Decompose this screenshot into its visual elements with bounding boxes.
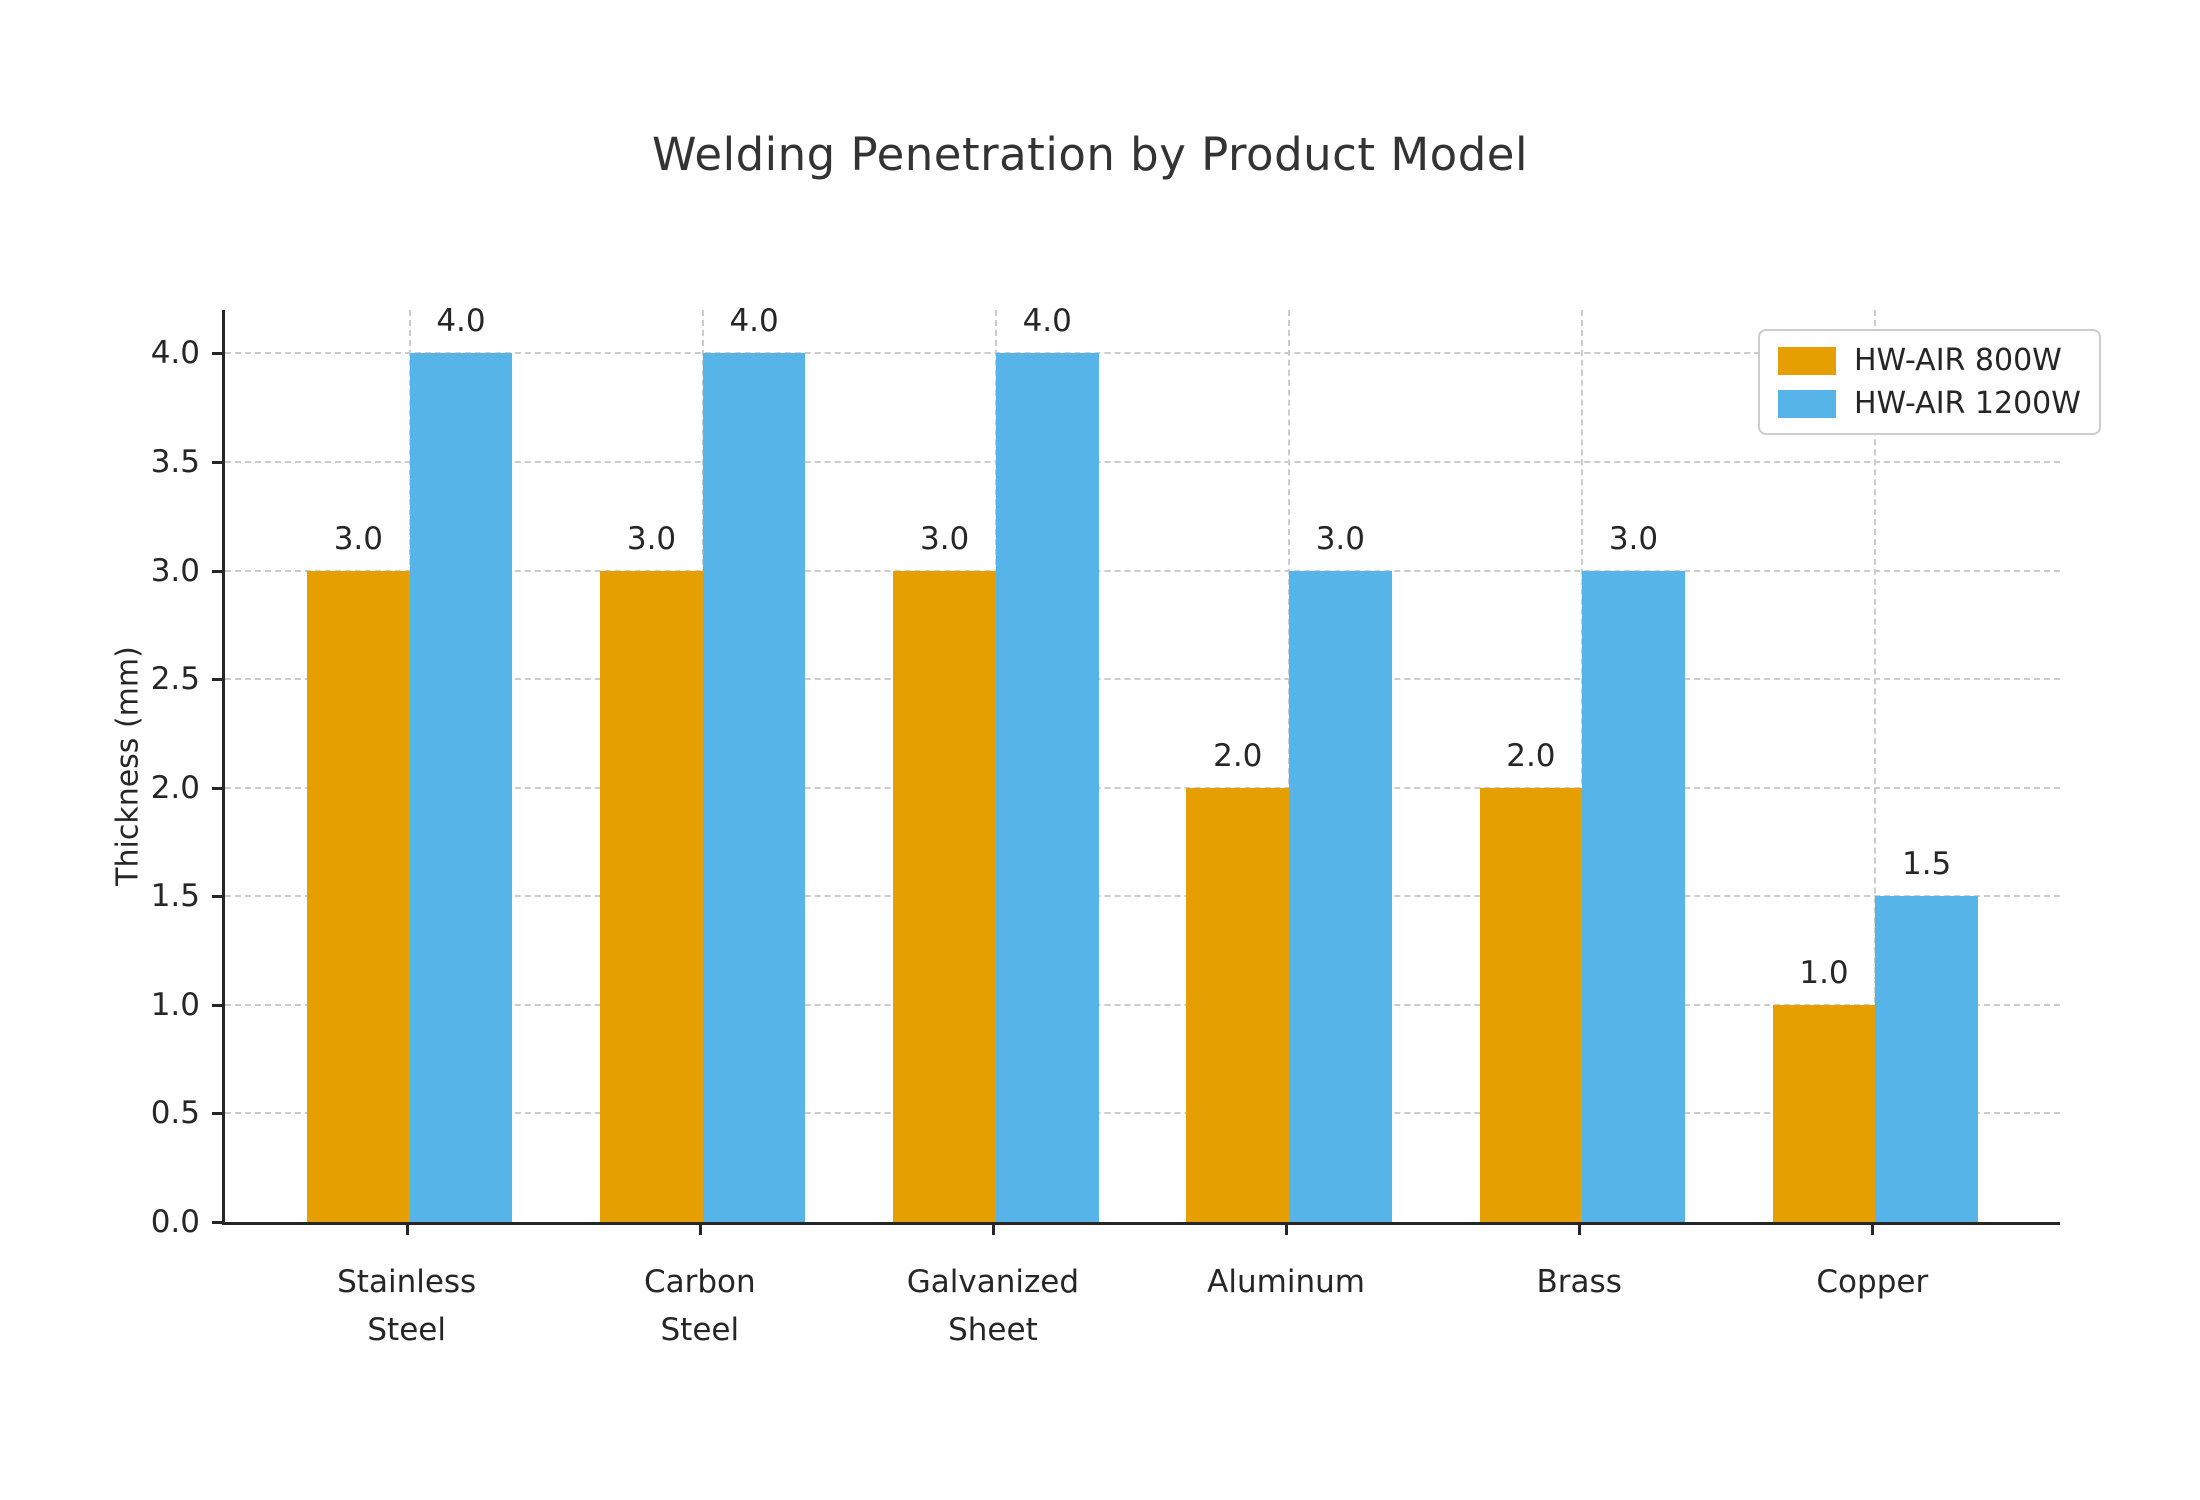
bar-value-label: 3.0 (626, 520, 677, 557)
gridline (225, 352, 2060, 355)
y-tick-label: 0.5 (150, 1095, 200, 1132)
y-tick-label: 1.0 (150, 986, 200, 1023)
legend-label: HW-AIR 1200W (1854, 386, 2081, 421)
y-tick-label: 4.0 (150, 335, 200, 372)
y-tick (212, 895, 222, 899)
y-tick-label: 3.5 (150, 444, 200, 480)
bar (1772, 1004, 1876, 1222)
plot-area: 3.0 3.0 3.0 2.0 2.0 1.0 4.0 4.0 4.0 3.0 3.0 1.5 (222, 303, 2060, 1225)
bar (1289, 570, 1392, 1222)
bar-value-label: 1.5 (1901, 846, 1952, 883)
gridline (225, 1112, 2060, 1115)
x-tick (698, 1225, 702, 1235)
bar-value-label: 3.0 (1315, 520, 1366, 557)
legend: HW-AIR 800W HW-AIR 1200W (1758, 329, 2101, 435)
gridline (225, 461, 2060, 463)
bar-value-label: 4.0 (1022, 303, 1072, 340)
x-tick (1285, 1225, 1289, 1235)
y-tick (212, 1003, 222, 1007)
y-tick (212, 786, 222, 790)
y-tick-label: 0.0 (150, 1204, 200, 1240)
bar (702, 353, 806, 1222)
y-tick (212, 461, 222, 464)
x-tick-label: Stainless Steel (337, 1264, 477, 1348)
y-tick (212, 1112, 222, 1116)
x-tick-label: Aluminum (1207, 1264, 1365, 1300)
gridline (225, 786, 2060, 789)
bar (1582, 570, 1685, 1222)
bar-value-label: 3.0 (333, 520, 384, 557)
gridline (225, 1003, 2060, 1006)
x-tick-label: Copper (1816, 1264, 1929, 1300)
bar (893, 570, 996, 1222)
x-tick (1578, 1225, 1582, 1235)
y-tick-label: 2.0 (150, 769, 200, 806)
bar-value-label: 2.0 (1213, 737, 1263, 774)
legend-swatch (1778, 346, 1836, 375)
bar-value-label: 4.0 (729, 303, 779, 340)
bar-value-label: 4.0 (436, 303, 486, 340)
bar-value-label: 3.0 (1608, 520, 1659, 557)
bar (995, 353, 1099, 1222)
x-tick-label: Galvanized Sheet (906, 1264, 1080, 1348)
bar-value-label: 2.0 (1506, 737, 1556, 774)
y-tick (212, 1221, 222, 1224)
bar (1186, 787, 1290, 1222)
bar-value-label: 3.0 (919, 520, 970, 557)
chart-title: Welding Penetration by Product Model (652, 128, 1528, 181)
x-tick-label: Carbon Steel (643, 1264, 756, 1348)
x-tick (991, 1225, 995, 1235)
gridline (225, 895, 2060, 898)
y-tick (212, 352, 222, 356)
legend-swatch (1778, 389, 1836, 418)
bar (600, 570, 703, 1222)
bar (1875, 896, 1978, 1222)
legend-item: HW-AIR 1200W (1778, 386, 2081, 421)
x-tick (405, 1225, 409, 1235)
legend-label: HW-AIR 800W (1854, 343, 2062, 378)
gridline (225, 678, 2060, 681)
y-tick-label: 1.5 (150, 878, 200, 915)
legend-item: HW-AIR 800W (1778, 343, 2081, 378)
y-tick-label: 2.5 (150, 661, 200, 698)
x-tick-label: Brass (1536, 1264, 1622, 1300)
gridline (1874, 310, 1877, 1222)
bar-value-label: 1.0 (1799, 954, 1849, 991)
y-tick-label: 3.0 (150, 552, 200, 589)
x-tick (1871, 1225, 1875, 1235)
bar (307, 570, 410, 1222)
gridline (225, 569, 2060, 572)
y-tick (212, 569, 222, 573)
bar (1479, 787, 1583, 1222)
bar (409, 353, 513, 1222)
y-tick (212, 678, 222, 682)
